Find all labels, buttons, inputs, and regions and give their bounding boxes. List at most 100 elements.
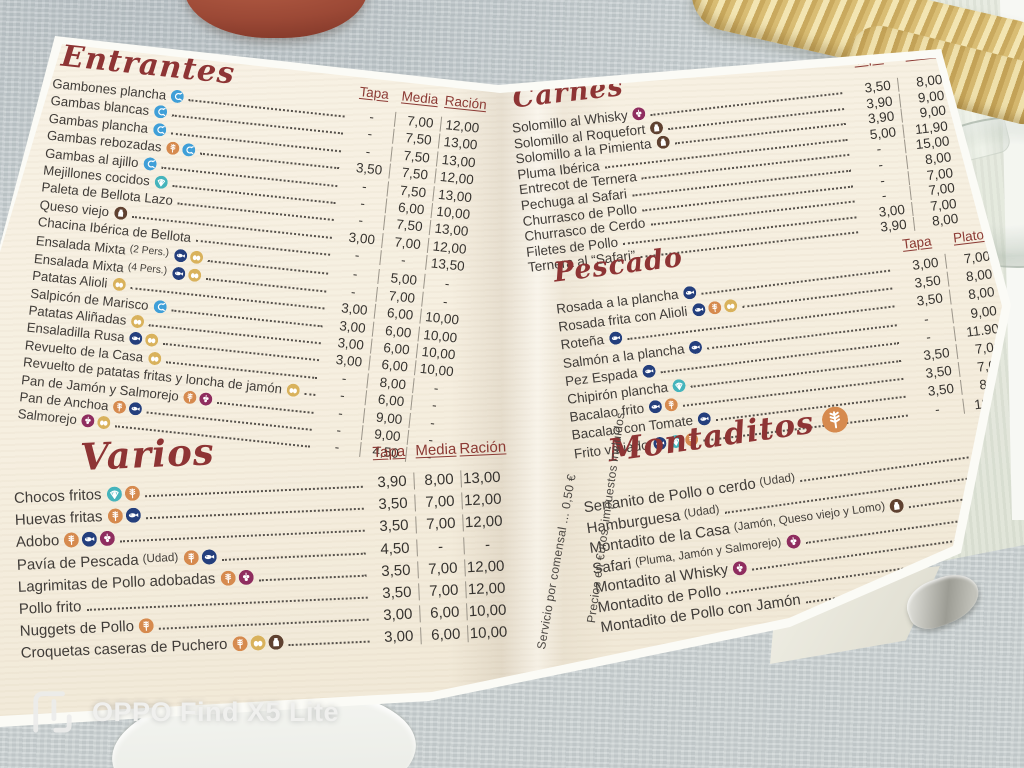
menu-item-price: 3,00: [340, 300, 369, 319]
crustacean-icon: [143, 156, 157, 170]
menu-item-price: 6,00: [371, 321, 420, 342]
menu-item-note: (2 Pers.): [129, 243, 170, 259]
egg-icon: [145, 333, 159, 347]
dotted-leader: [288, 640, 370, 647]
fish-icon: [82, 531, 98, 547]
menu-item-price: 12,00: [439, 116, 487, 137]
crustacean-icon: [182, 143, 196, 157]
fish-icon: [201, 549, 217, 565]
gluten-icon: [664, 398, 678, 412]
menu-item-price: 12,00: [462, 512, 510, 532]
egg-icon: [97, 416, 111, 430]
fish-icon: [642, 364, 656, 378]
allergen-icons: [81, 414, 111, 431]
dairy-icon: [268, 634, 284, 650]
egg-icon: [723, 299, 737, 313]
allergen-icons: [732, 561, 748, 578]
allergen-icons: [153, 299, 167, 314]
menu-item-price: 3,00: [335, 352, 363, 371]
menu-item-price: -: [410, 395, 458, 416]
allergen-icons: [170, 89, 184, 104]
menu-item-price: -: [366, 126, 373, 142]
menu-item-price: 3,50: [378, 494, 408, 514]
menu-item-price: 7,00: [381, 232, 429, 253]
allergen-icons: [642, 364, 657, 379]
menu-item-price: 5,00: [377, 268, 425, 289]
menu-item-price: 12,00: [461, 490, 509, 510]
menu-item-price: 10,00: [430, 203, 478, 223]
crustacean-icon: [171, 89, 185, 103]
dotted-leader: [144, 485, 363, 498]
menu-item-price: 10,00: [466, 601, 514, 621]
allergen-icons: [106, 485, 140, 502]
allergen-icons: [166, 141, 196, 158]
egg-icon: [286, 383, 300, 397]
menu-item-price: -: [359, 195, 366, 212]
gluten-icon: [183, 390, 197, 404]
fish-icon: [689, 340, 703, 354]
menu-item-price: 6,00: [420, 625, 468, 645]
dotted-leader: [145, 507, 364, 520]
allergen-icons: [173, 248, 203, 265]
gluten-icon: [166, 141, 180, 155]
egg-icon: [147, 351, 161, 365]
menu-item-name: Salmorejo: [16, 406, 78, 428]
allergen-icons: [131, 314, 145, 329]
sulphites-icon: [199, 392, 213, 406]
fish-icon: [683, 285, 697, 299]
gluten-icon: [232, 636, 248, 652]
menu-item-name: Lagrimitas de Pollo adobadas: [17, 570, 216, 596]
fish-icon: [129, 332, 143, 346]
sulphites-icon: [785, 534, 801, 550]
gluten-icon: [220, 570, 236, 586]
allergen-icons: [113, 400, 143, 417]
oppo-logo-icon: [33, 691, 72, 733]
dairy-icon: [113, 206, 127, 220]
menu-item-price: -: [421, 291, 469, 312]
gluten-icon: [820, 405, 849, 434]
mollusc-icon: [106, 486, 122, 502]
menu-item-price: 7,00: [375, 286, 423, 307]
menu-item-price: 7,00: [418, 581, 466, 601]
allergen-icons: [649, 120, 664, 135]
price-column-header: Media: [415, 440, 457, 460]
menu-item-price: -: [352, 265, 359, 282]
menu-item-price: -: [368, 109, 375, 125]
allergen-icons: [656, 135, 671, 150]
dotted-leader: [221, 552, 366, 561]
menu-item-price: 8,00: [413, 470, 461, 490]
menu-section: Varios Tapa Media Ración Chocos fritos 3,9…: [12, 429, 515, 666]
dotted-leader: [258, 574, 367, 582]
sulphites-icon: [732, 561, 748, 577]
menu-item-price: -: [416, 537, 464, 557]
allergen-icons: [683, 285, 698, 300]
menu-item-price: 13,50: [425, 254, 473, 275]
sulphites-icon: [238, 570, 254, 586]
menu-item-price: 7,50: [388, 163, 436, 184]
fish-icon: [648, 400, 662, 414]
allergen-icons: [672, 378, 687, 393]
menu-item-name: Adobo: [15, 532, 60, 551]
allergen-icons: [107, 507, 141, 524]
menu-item-price: 12,00: [465, 579, 513, 599]
egg-icon: [131, 314, 145, 328]
crustacean-icon: [152, 122, 166, 136]
sulphites-icon: [81, 414, 95, 428]
menu-item-price: 7,00: [414, 492, 462, 512]
allergen-icons: [608, 331, 623, 346]
allergen-icons: [785, 534, 801, 551]
allergen-icons: [152, 122, 166, 137]
menu-item-price: 9,00: [362, 407, 411, 428]
fish-icon: [608, 331, 622, 345]
menu-item-price: 6,00: [384, 198, 433, 219]
mollusc-icon: [154, 175, 168, 189]
menu-item-price: 12,00: [426, 237, 475, 258]
menu-item-name: Nuggets de Pollo: [19, 617, 135, 640]
menu-item-price: -: [339, 387, 346, 404]
menu-item-note: (Udad): [758, 470, 796, 489]
menu-item-price: -: [379, 250, 427, 270]
menu-item-price: 3,50: [379, 516, 409, 536]
allergen-icons: [154, 175, 168, 190]
allergen-icons: [64, 531, 116, 549]
allergen-icons: [171, 266, 201, 283]
